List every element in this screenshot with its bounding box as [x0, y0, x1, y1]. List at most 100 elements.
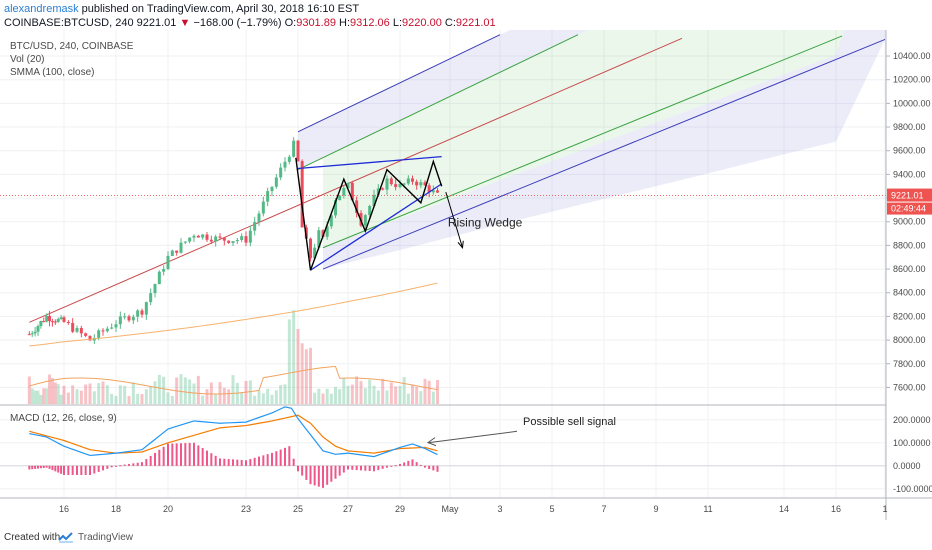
candle-body: [423, 182, 427, 186]
macd-histogram-bar: [188, 442, 191, 466]
volume-bar: [381, 378, 385, 404]
macd-histogram-bar: [275, 451, 278, 466]
volume-bar: [423, 378, 427, 404]
candle-body: [248, 230, 252, 243]
macd-histogram-bar: [262, 455, 265, 466]
macd-histogram-bar: [119, 465, 122, 467]
macd-histogram-bar: [39, 465, 42, 469]
candle-body: [406, 178, 410, 184]
candle-body: [149, 293, 153, 303]
volume-bar: [309, 347, 312, 404]
high-value: 9312.06: [350, 17, 390, 29]
candle-body: [368, 206, 372, 216]
volume-bar: [376, 390, 380, 404]
macd-histogram-bar: [284, 447, 286, 466]
macd-histogram-bar: [386, 465, 388, 468]
candle-body: [283, 161, 287, 168]
wedge-zigzag-line: [295, 157, 443, 271]
volume-bar: [350, 384, 354, 404]
smma-line: [29, 282, 438, 347]
volume-bar: [36, 390, 40, 404]
volume-legend[interactable]: Vol (20): [10, 54, 45, 65]
candle-body: [385, 178, 389, 190]
volume-bar: [42, 388, 46, 404]
time-axis-label: 16: [831, 504, 841, 514]
candle-body: [33, 331, 37, 334]
candle-body: [287, 156, 291, 162]
macd-histogram-bar: [288, 446, 291, 466]
candle-body: [56, 318, 60, 322]
macd-legend[interactable]: MACD (12, 26, close, 9): [10, 413, 117, 424]
macd-histogram-bar: [158, 449, 161, 466]
macd-histogram-bar: [297, 465, 299, 472]
candle-body: [140, 310, 144, 315]
candle-body: [376, 188, 380, 195]
volume-bar: [304, 349, 308, 404]
macd-histogram-bar: [317, 465, 320, 487]
macd-histogram-bar: [419, 464, 422, 466]
created-with-text: Created with: [4, 532, 61, 543]
author-link[interactable]: alexandremask: [4, 3, 79, 15]
volume-bar: [192, 383, 196, 404]
volume-bar: [136, 393, 140, 404]
macd-histogram-bar: [80, 465, 83, 475]
price-axis-label: 7600.00: [893, 382, 926, 392]
candle-body: [59, 317, 63, 319]
tradingview-logo-icon[interactable]: [58, 531, 74, 543]
volume-bar: [419, 391, 423, 404]
volume-bar: [71, 385, 75, 404]
volume-bar: [317, 388, 321, 404]
ohlc-line: COINBASE:BTCUSD, 240 9221.01 ▼ −168.00 (…: [4, 17, 496, 29]
macd-line: [29, 406, 438, 458]
macd-histogram-bar: [279, 449, 282, 466]
macd-histogram-bar: [334, 465, 337, 479]
macd-histogram-bar: [63, 465, 65, 475]
candle-body: [436, 190, 439, 193]
volume-ma-line: [29, 365, 438, 395]
macd-histogram-bar: [154, 452, 156, 466]
pitchfork-outer-line: [297, 34, 501, 133]
price-chart[interactable]: Rising Wedge Possible sell signal 7600.00 7…: [0, 0, 932, 528]
candle-body: [431, 190, 435, 193]
macd-histogram-bar: [403, 462, 406, 466]
volume-bar: [79, 390, 83, 404]
candle-body: [363, 215, 367, 226]
symbol-legend[interactable]: BTC/USD, 240, COINBASE: [10, 41, 134, 52]
macd-histogram-bar: [136, 462, 139, 466]
macd-axis-label: 100.0000: [893, 438, 931, 448]
volume-bar: [436, 379, 439, 404]
time-axis-label: 18: [111, 504, 121, 514]
volume-bar: [253, 395, 257, 404]
macd-histogram-bar: [309, 465, 312, 485]
price-axis-label: 8600.00: [893, 264, 926, 274]
time-axis-label: 23: [241, 504, 251, 514]
volume-bar: [334, 386, 337, 404]
macd-histogram-bar: [236, 459, 239, 466]
volume-bar: [50, 378, 54, 404]
candle-body: [75, 328, 79, 332]
wedge-lower-line: [310, 183, 443, 271]
volume-bar: [398, 385, 402, 404]
wedge-upper-line: [297, 155, 442, 170]
volume-bar: [88, 383, 92, 404]
volume-bar: [363, 388, 367, 404]
tradingview-brand[interactable]: TradingView: [78, 532, 134, 543]
smma-legend[interactable]: SMMA (100, close): [10, 67, 95, 78]
change-down-icon: ▼: [179, 17, 191, 29]
volume-bar: [240, 392, 244, 404]
macd-histogram-bar: [428, 465, 431, 470]
macd-histogram-bar: [149, 455, 152, 466]
time-axis-label: 3: [497, 504, 502, 514]
candle-body: [42, 321, 46, 323]
candle-body: [279, 167, 283, 178]
volume-bar: [118, 385, 122, 404]
macd-histogram-bar: [171, 443, 174, 466]
rising-wedge-label: Rising Wedge: [448, 215, 523, 229]
chart-area[interactable]: Rising Wedge Possible sell signal 7600.00 7…: [0, 0, 932, 528]
pitchfork-outer-band: [323, 0, 885, 270]
time-axis-label: 1: [882, 504, 887, 514]
candle-body: [170, 250, 174, 256]
volume-bar: [355, 376, 359, 404]
macd-histogram-bar: [305, 465, 308, 480]
candle-body: [338, 195, 342, 201]
